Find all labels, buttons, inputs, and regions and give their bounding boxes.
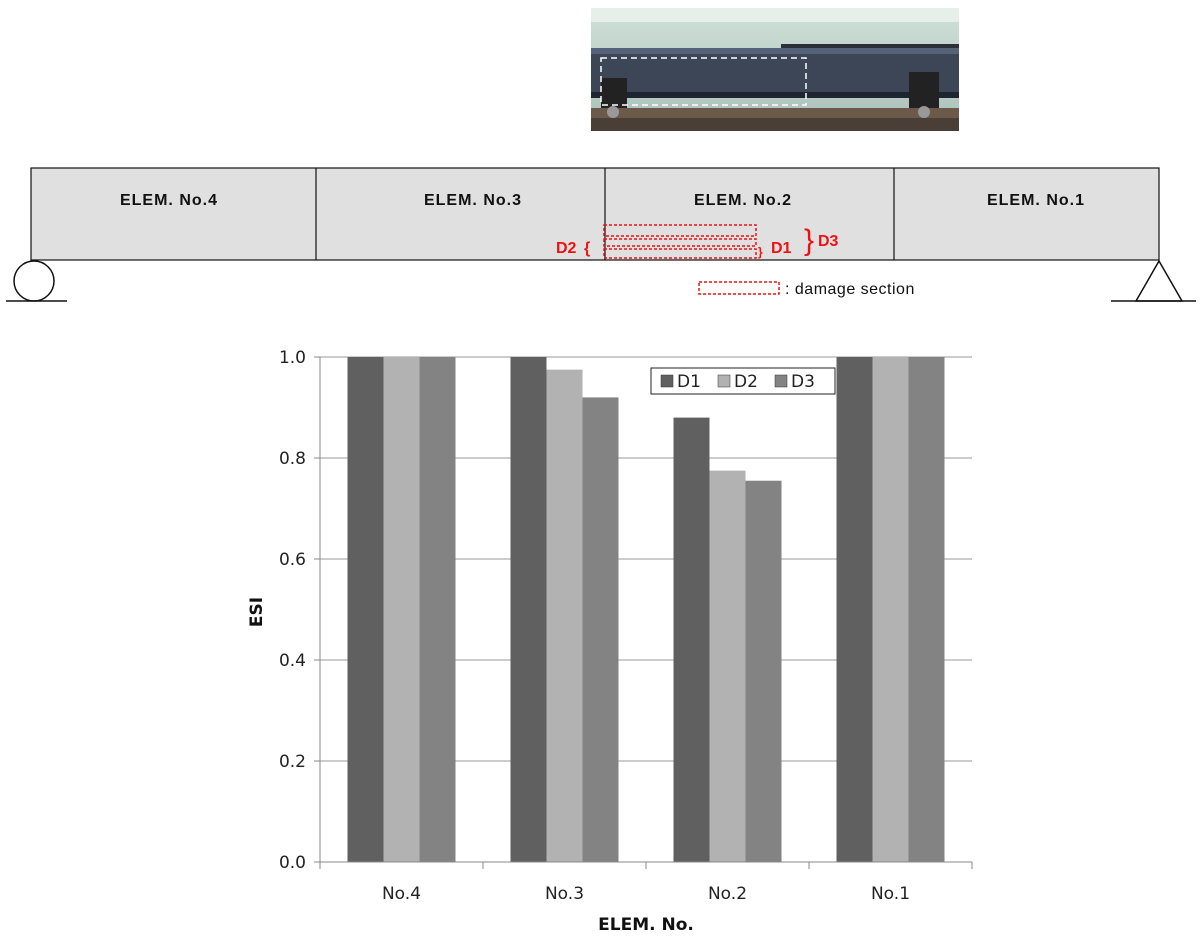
- legend-label-d3: D3: [791, 372, 815, 392]
- bar-d3-no3: [582, 397, 619, 862]
- legend-box: [650, 367, 836, 395]
- y-tick-label: 0.6: [279, 550, 306, 570]
- element-label-4: ELEM. No.4: [120, 192, 218, 209]
- damage-section-d1: [603, 248, 757, 259]
- damage-legend-text: : damage section: [785, 281, 915, 298]
- x-axis-title: ELEM. No.: [598, 915, 694, 935]
- bar-d2-no4: [383, 357, 420, 862]
- bar-d1-no3: [510, 357, 547, 862]
- element-label-3: ELEM. No.3: [424, 192, 522, 209]
- beam-photo: [591, 8, 959, 131]
- y-axis-title: ESI: [247, 597, 267, 627]
- y-tick-label: 0.2: [279, 752, 306, 772]
- element-label-1: ELEM. No.1: [987, 192, 1085, 209]
- damage-section-d3: [603, 224, 757, 237]
- element-label-2: ELEM. No.2: [694, 192, 792, 209]
- legend-swatch-d2: [717, 374, 731, 388]
- bar-d1-no4: [347, 357, 384, 862]
- legend-swatch-d3: [774, 374, 788, 388]
- bar-d3-no2: [745, 480, 782, 862]
- damage-label-d3: D3: [818, 233, 839, 250]
- beam-body: [30, 167, 1160, 261]
- brace-d1: }: [758, 245, 763, 259]
- x-tick-label: No.2: [708, 884, 747, 904]
- beam-diagram: ELEM. No.4 ELEM. No.3 ELEM. No.2 ELEM. N…: [6, 167, 1196, 302]
- legend-swatch-d1: [660, 374, 674, 388]
- y-tick-label: 0.0: [279, 853, 306, 873]
- damage-legend-swatch: [698, 281, 780, 295]
- y-tick-label: 0.8: [279, 449, 306, 469]
- y-tick-label: 1.0: [279, 348, 306, 368]
- bar-d3-no1: [908, 357, 945, 862]
- damage-section-d2: [603, 238, 757, 247]
- legend-label-d2: D2: [734, 372, 758, 392]
- bar-d1-no2: [673, 417, 710, 862]
- y-tick-label: 0.4: [279, 651, 306, 671]
- x-tick-label: No.4: [382, 884, 421, 904]
- damage-label-d2: D2: [556, 240, 577, 257]
- bar-d2-no1: [872, 357, 909, 862]
- bar-d1-no1: [836, 357, 873, 862]
- bar-d3-no4: [419, 357, 456, 862]
- x-tick-label: No.3: [545, 884, 584, 904]
- bar-d2-no3: [546, 369, 583, 862]
- esi-bar-chart: 0.0 0.2 0.4 0.6 0.8 1.0 No.4 No.3 No.2 No.1 D1 D2 D…: [247, 348, 973, 935]
- bar-d2-no2: [709, 470, 746, 862]
- legend-label-d1: D1: [677, 372, 701, 392]
- brace-d3: }: [804, 224, 814, 257]
- brace-d2: {: [584, 240, 590, 257]
- damage-label-d1: D1: [771, 240, 792, 257]
- pin-support: [1134, 259, 1184, 302]
- roller-support: [13, 260, 55, 302]
- x-tick-label: No.1: [871, 884, 910, 904]
- photo-damage-box: [600, 57, 807, 106]
